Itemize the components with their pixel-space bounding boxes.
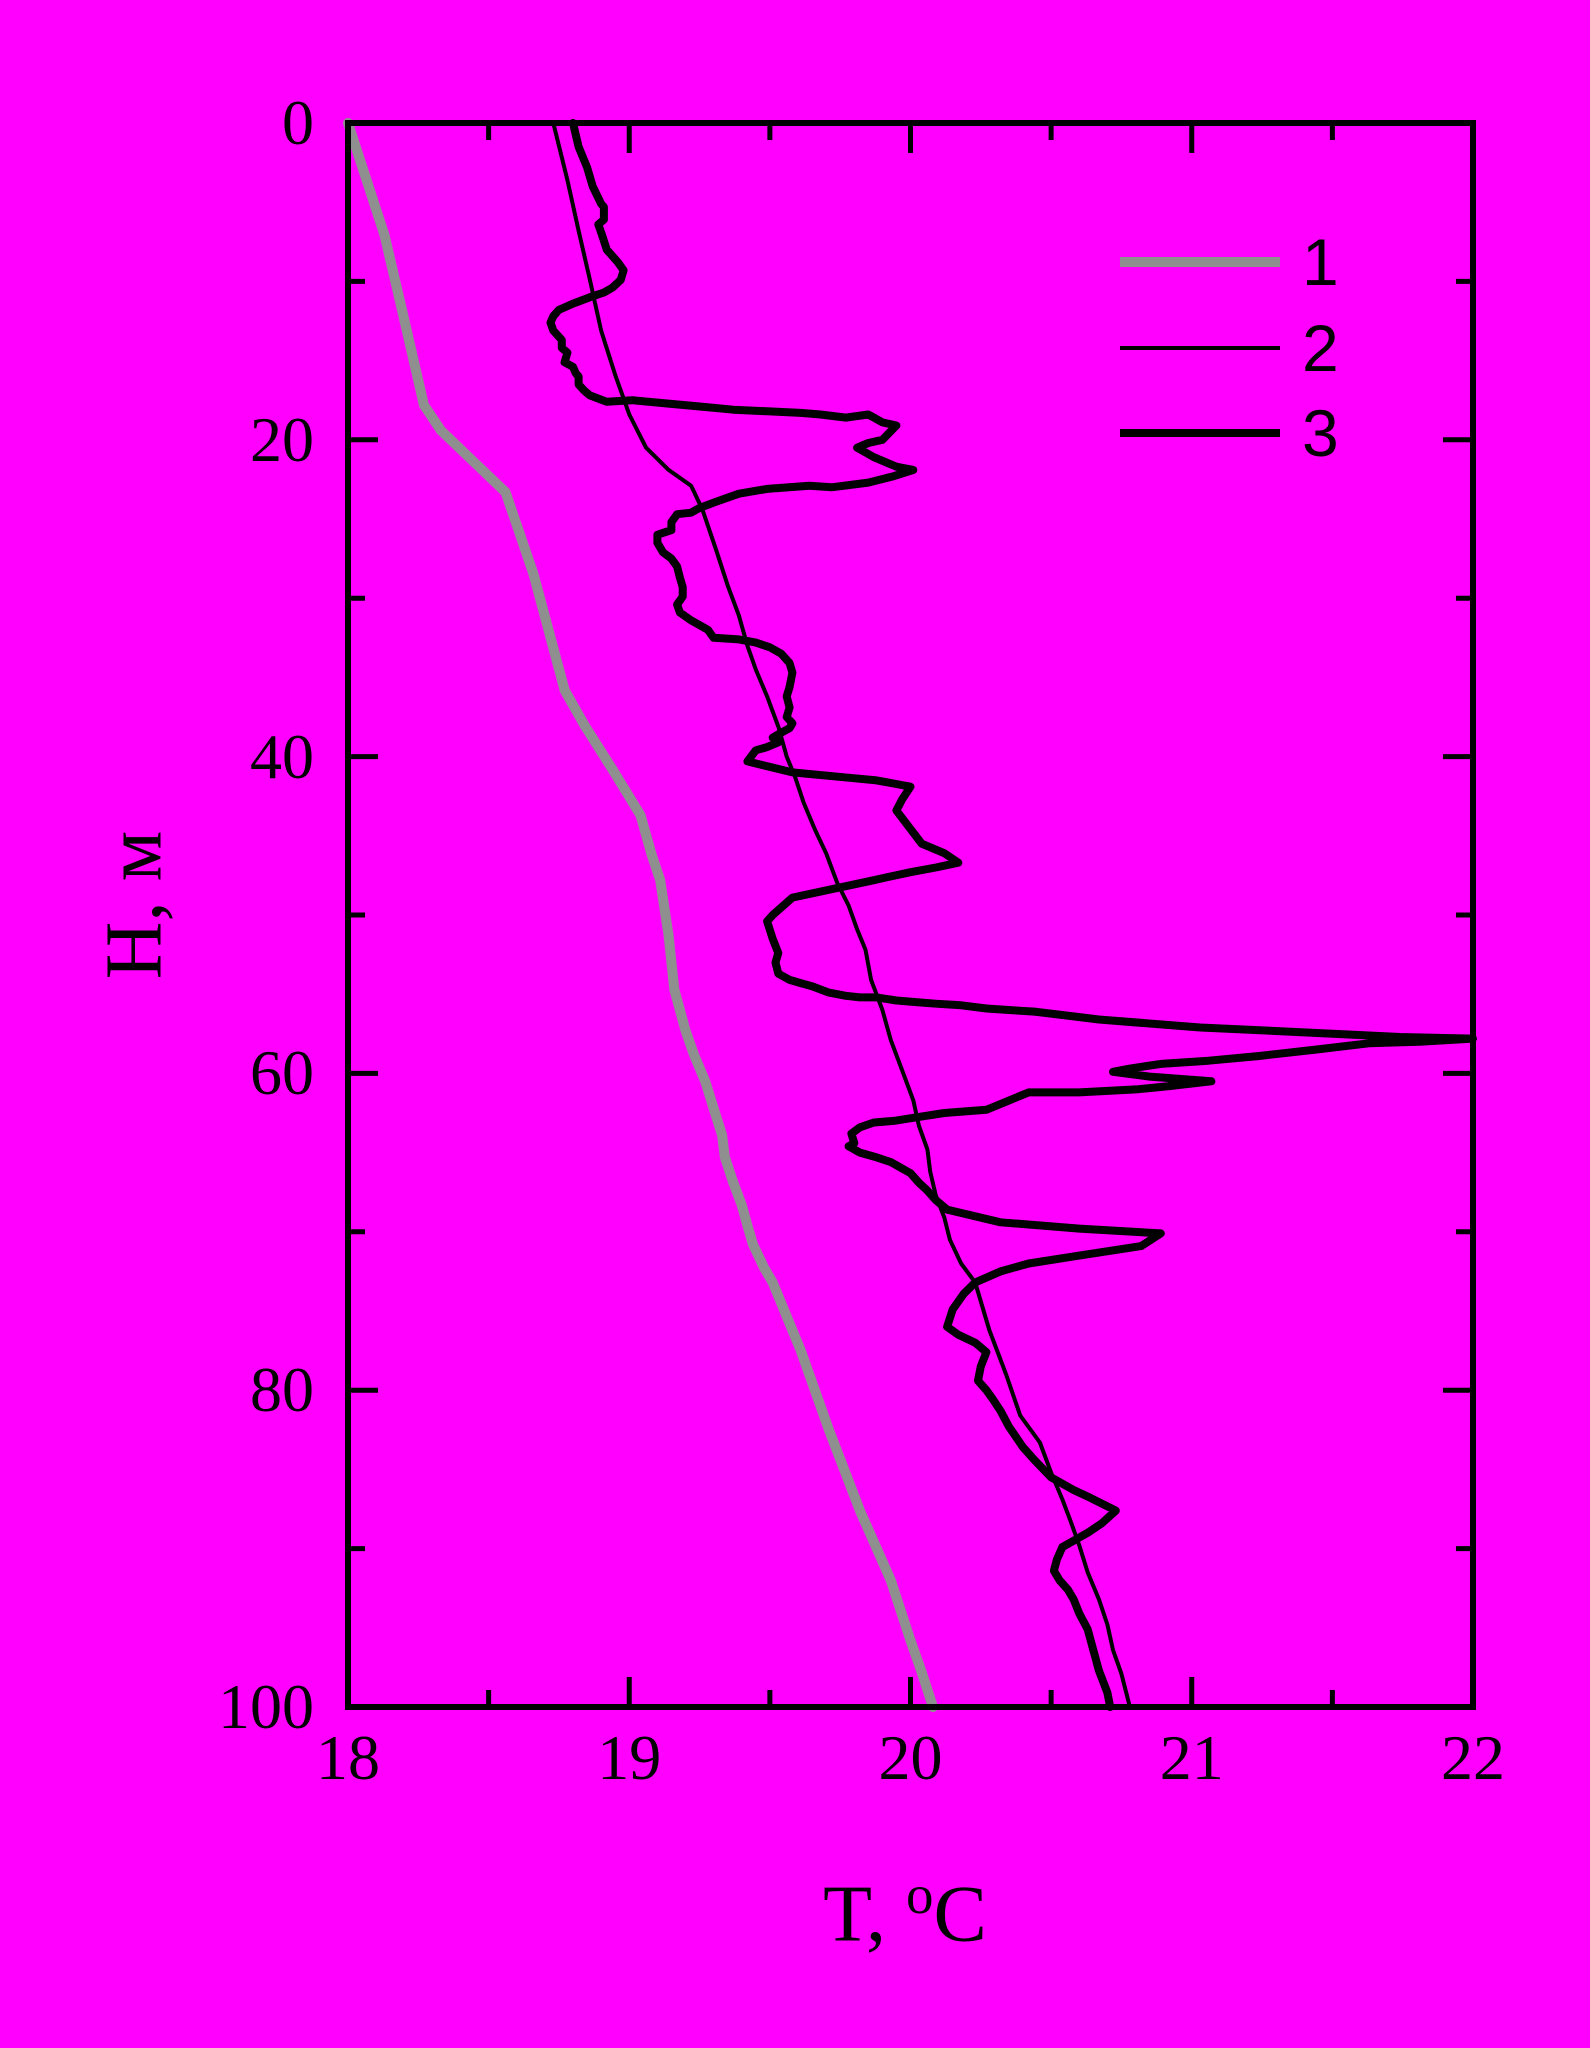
x-tick-label: 22 — [1441, 1722, 1505, 1793]
legend-label: 1 — [1302, 225, 1339, 299]
x-tick-label: 21 — [1159, 1722, 1224, 1793]
y-tick-label: 20 — [250, 403, 314, 475]
x-axis-title-unit: C — [933, 1870, 987, 1959]
x-tick-label: 19 — [597, 1722, 662, 1793]
y-tick-label: 80 — [250, 1354, 314, 1426]
legend-item-series2: 2 — [1120, 315, 1339, 381]
legend-item-series1: 1 — [1120, 229, 1339, 295]
y-tick-label: 100 — [218, 1671, 314, 1742]
legend-swatch-thin-line — [1120, 346, 1280, 350]
plot-frame — [345, 120, 1476, 1710]
legend-label: 2 — [1302, 311, 1339, 385]
legend-swatch-gray-line — [1120, 257, 1280, 267]
x-axis-title: T, oC — [823, 1867, 987, 1961]
x-axis-title-superscript: o — [906, 1863, 934, 1925]
legend-swatch-thick-line — [1120, 429, 1280, 437]
x-axis-title-base: T, — [823, 1870, 887, 1959]
series-line-3 — [546, 119, 1477, 1711]
y-axis-title: H, м — [90, 830, 179, 980]
legend-label: 3 — [1302, 396, 1339, 470]
series-line-1 — [343, 118, 938, 1712]
x-tick-label: 20 — [878, 1722, 943, 1793]
legend-item-series3: 3 — [1120, 400, 1339, 466]
y-tick-label: 40 — [250, 720, 314, 792]
y-tick-label: 60 — [250, 1037, 314, 1109]
y-tick-label: 0 — [282, 87, 314, 158]
x-tick-label: 18 — [316, 1722, 380, 1793]
